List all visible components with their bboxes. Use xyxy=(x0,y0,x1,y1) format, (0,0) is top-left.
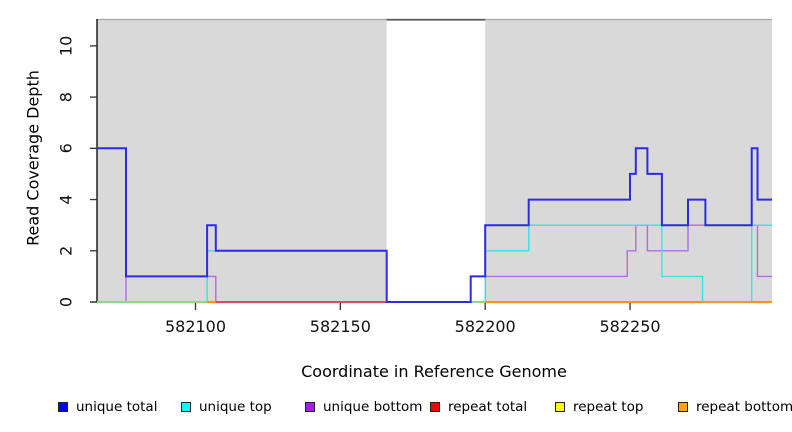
legend: unique total unique top unique bottom repea… xyxy=(0,398,792,422)
legend-label: unique total xyxy=(76,399,158,415)
legend-label: repeat bottom xyxy=(696,399,792,415)
legend-swatch-unique-total xyxy=(58,402,68,412)
legend-swatch-repeat-top xyxy=(555,402,565,412)
legend-swatch-repeat-bottom xyxy=(678,402,688,412)
shaded-region-1 xyxy=(485,19,772,304)
y-axis-label: Read Coverage Depth xyxy=(23,70,43,246)
x-axis-label: Coordinate in Reference Genome xyxy=(0,362,792,381)
shaded-region-0 xyxy=(97,19,387,304)
legend-entry-unique-top: unique top xyxy=(181,398,272,416)
x-tick-label: 582250 xyxy=(600,317,661,336)
legend-swatch-unique-top xyxy=(181,402,191,412)
y-tick-label: 2 xyxy=(57,246,76,256)
x-tick-label: 582100 xyxy=(165,317,226,336)
x-tick-label: 582150 xyxy=(310,317,371,336)
series-unique-total-line xyxy=(97,147,772,303)
legend-label: unique top xyxy=(199,399,272,415)
legend-label: unique bottom xyxy=(323,399,423,415)
y-tick-label: 8 xyxy=(57,92,76,102)
legend-entry-repeat-total: repeat total xyxy=(430,398,527,416)
y-tick-label: 6 xyxy=(57,143,76,153)
y-tick-label: 10 xyxy=(57,36,76,56)
x-tick-label: 582200 xyxy=(455,317,516,336)
legend-entry-repeat-bottom: repeat bottom xyxy=(678,398,792,416)
y-tick-label: 0 xyxy=(57,297,76,307)
x-axis-label-text: Coordinate in Reference Genome xyxy=(301,362,567,381)
legend-label: repeat top xyxy=(573,399,644,415)
legend-entry-repeat-top: repeat top xyxy=(555,398,643,416)
y-tick-label: 4 xyxy=(57,194,76,204)
legend-entry-unique-total: unique total xyxy=(58,398,157,416)
legend-label: repeat total xyxy=(448,399,528,415)
legend-swatch-repeat-total xyxy=(430,402,440,412)
legend-entry-unique-bottom: unique bottom xyxy=(305,398,422,416)
legend-swatch-unique-bottom xyxy=(305,402,315,412)
